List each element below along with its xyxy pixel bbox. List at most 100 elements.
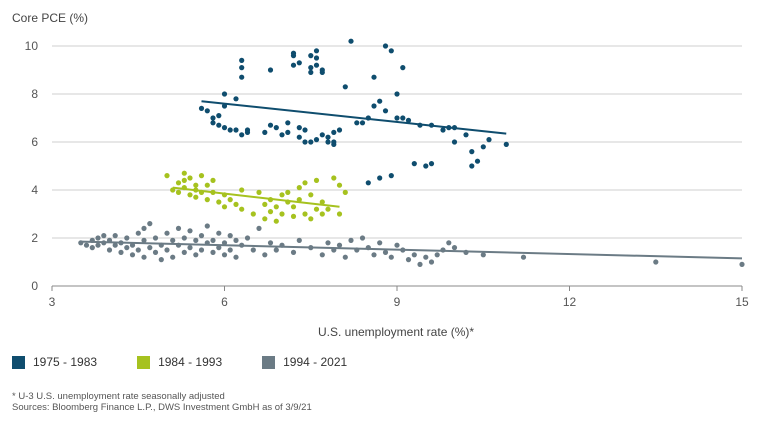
data-point <box>216 113 222 119</box>
y-tick-label: 6 <box>31 135 38 149</box>
data-point <box>164 247 170 253</box>
data-point <box>480 144 486 150</box>
data-point <box>210 120 216 126</box>
data-point <box>394 242 400 248</box>
data-point <box>187 192 193 198</box>
legend-label: 1975 - 1983 <box>33 355 98 369</box>
data-point <box>394 115 400 121</box>
data-point <box>336 127 343 133</box>
data-point <box>233 201 239 207</box>
data-point <box>313 62 320 68</box>
legend-swatch <box>137 355 151 369</box>
data-point <box>302 180 308 186</box>
data-point <box>216 122 222 128</box>
x-tick-label: 6 <box>221 295 228 309</box>
data-point <box>290 50 297 56</box>
data-point <box>331 175 337 181</box>
data-point <box>319 67 325 73</box>
data-point <box>233 96 239 102</box>
data-point <box>233 127 239 133</box>
data-point <box>308 69 314 75</box>
data-point <box>739 261 745 267</box>
data-point <box>112 233 118 239</box>
data-point <box>405 117 412 123</box>
data-point <box>469 163 475 169</box>
y-tick-labels: 0 2 4 6 8 10 <box>25 39 39 293</box>
data-point <box>377 240 383 246</box>
data-point <box>239 187 245 193</box>
data-point <box>239 65 245 71</box>
data-point <box>187 175 193 181</box>
data-point <box>83 242 90 248</box>
data-point <box>95 242 101 248</box>
data-point <box>124 235 130 241</box>
data-point <box>336 211 343 217</box>
data-point <box>336 242 343 248</box>
data-point <box>296 185 302 191</box>
data-point <box>394 91 400 97</box>
data-point <box>480 252 486 258</box>
data-point <box>141 237 147 243</box>
data-point <box>204 223 210 229</box>
data-point <box>469 149 475 155</box>
data-point <box>296 60 302 66</box>
data-point <box>170 254 176 260</box>
data-point <box>262 201 268 207</box>
data-point <box>267 122 274 128</box>
data-point <box>175 225 182 231</box>
data-point <box>256 189 262 195</box>
data-point <box>198 105 205 111</box>
data-point <box>348 38 354 44</box>
data-point <box>193 194 199 200</box>
data-point <box>250 247 256 253</box>
data-point <box>164 230 170 236</box>
scatter-chart: Core PCE (%) 0 2 4 6 8 10 3 6 9 12 15 U.S. unempl… <box>12 11 749 339</box>
data-point <box>227 247 233 253</box>
data-point <box>244 235 251 241</box>
data-point <box>279 211 285 217</box>
data-point <box>354 120 360 126</box>
data-point <box>411 252 417 258</box>
data-point <box>377 175 383 181</box>
data-point <box>417 261 423 267</box>
data-point <box>440 127 446 133</box>
legend-label: 1994 - 2021 <box>283 355 348 369</box>
x-tick-labels: 3 6 9 12 15 <box>49 286 749 309</box>
data-point <box>382 43 389 49</box>
data-point <box>135 230 141 236</box>
data-point <box>193 182 199 188</box>
data-point <box>348 237 354 243</box>
data-point <box>308 139 314 145</box>
data-point <box>210 177 216 183</box>
data-point <box>285 120 291 126</box>
data-point <box>89 245 95 251</box>
data-point <box>267 240 274 246</box>
data-point <box>147 221 153 227</box>
data-point <box>204 182 210 188</box>
data-point <box>308 65 314 71</box>
data-point <box>175 180 182 186</box>
y-tick-label: 4 <box>31 183 38 197</box>
legend-label: 1984 - 1993 <box>158 355 223 369</box>
data-point <box>319 252 325 258</box>
data-point <box>221 252 228 258</box>
data-point <box>296 197 302 203</box>
data-point <box>331 129 337 135</box>
data-point <box>308 216 314 222</box>
data-point <box>434 252 440 258</box>
data-point <box>302 139 308 145</box>
data-point <box>296 125 302 131</box>
data-point <box>227 127 233 133</box>
data-point <box>486 137 492 143</box>
data-point <box>423 163 429 169</box>
y-axis-title: Core PCE (%) <box>12 11 88 25</box>
data-point <box>221 91 228 97</box>
data-point <box>216 245 222 251</box>
data-point <box>239 74 245 80</box>
data-points <box>78 38 745 267</box>
data-point <box>405 257 412 263</box>
data-point <box>187 228 193 234</box>
data-point <box>290 204 297 210</box>
data-point <box>319 132 325 138</box>
data-point <box>95 235 101 241</box>
